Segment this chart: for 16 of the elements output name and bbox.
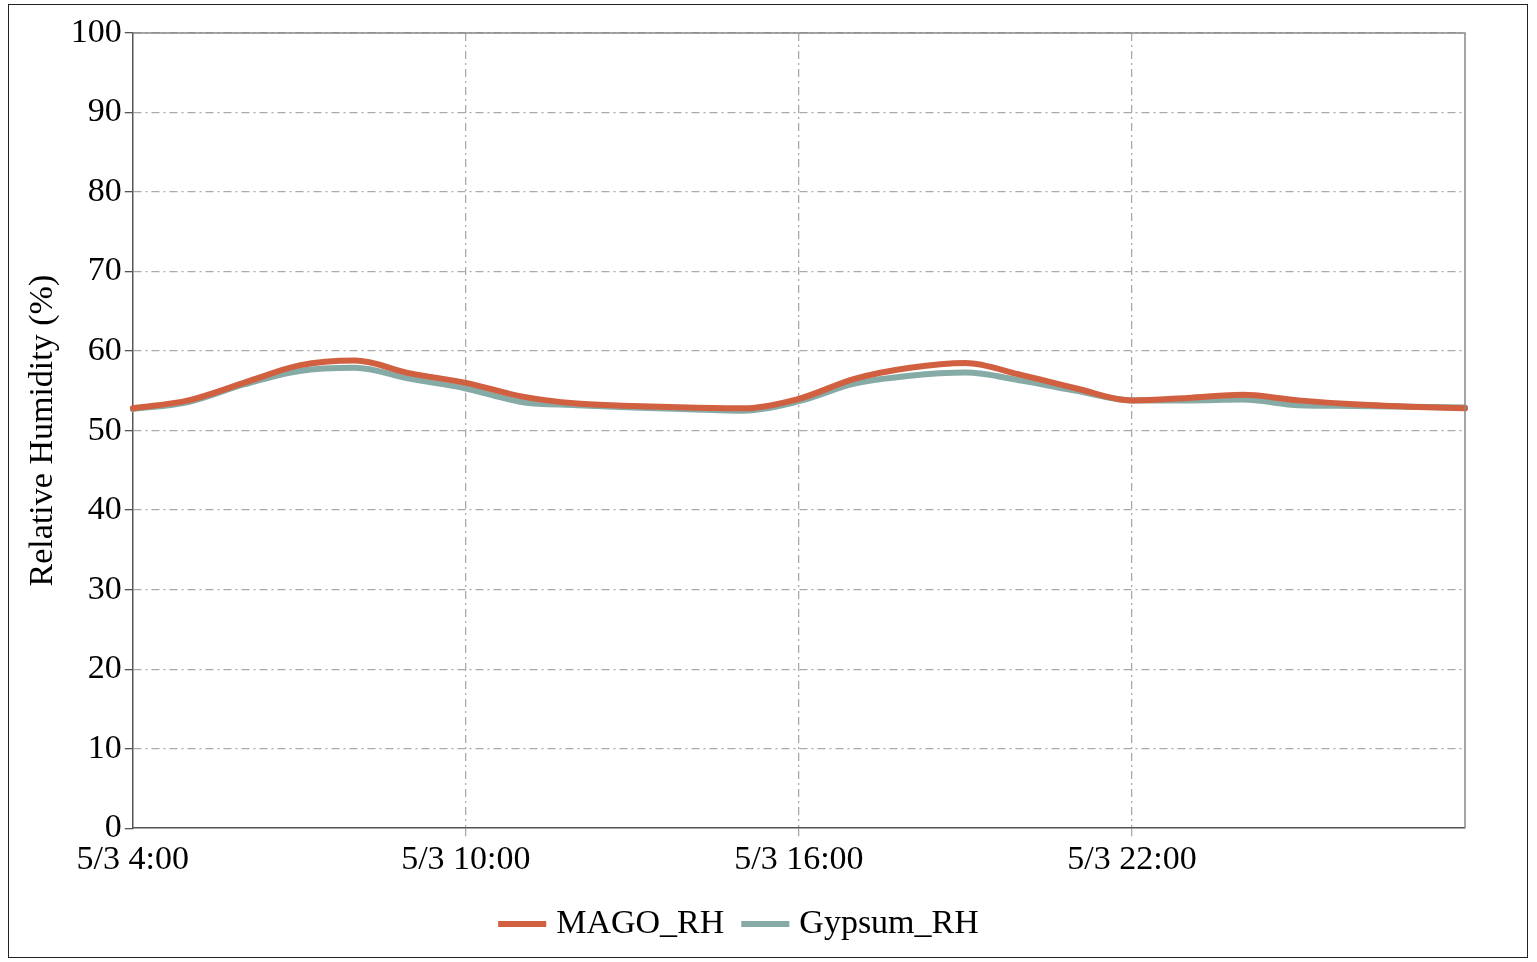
y-tick-label: 40	[87, 489, 122, 527]
y-tick-label: 80	[87, 170, 122, 208]
y-tick-label: 100	[70, 11, 122, 49]
y-tick-label: 20	[87, 648, 122, 686]
y-tick-label: 10	[87, 727, 122, 765]
legend-label: Gypsum_RH	[799, 902, 979, 940]
x-tick-label: 5/3 16:00	[734, 838, 864, 876]
y-tick-label: 90	[87, 91, 122, 129]
y-tick-label: 30	[87, 568, 122, 606]
y-axis-title: Relative Humidity (%)	[22, 274, 61, 587]
y-tick-label: 70	[87, 250, 122, 288]
x-tick-label: 5/3 22:00	[1067, 838, 1197, 876]
y-tick-label: 60	[87, 330, 122, 367]
y-tick-label: 50	[87, 409, 122, 447]
x-tick-label: 5/3 10:00	[401, 838, 531, 876]
legend-label: MAGO_RH	[556, 902, 725, 940]
